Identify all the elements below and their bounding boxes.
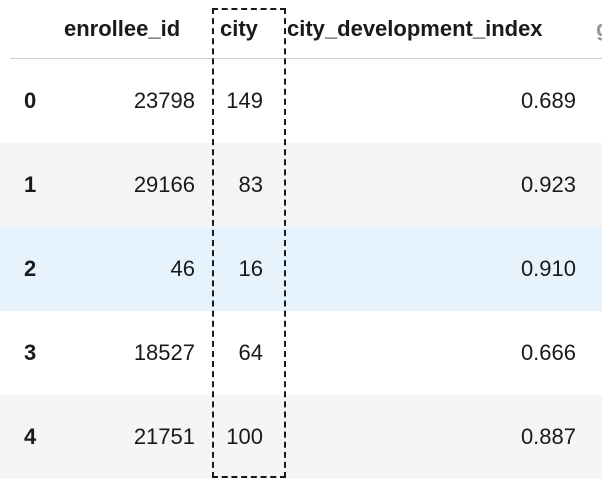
cell-enrollee-id: 21751 <box>133 424 195 449</box>
cell-city-development-index: 0.887 <box>520 424 576 449</box>
cell-city: 149 <box>226 88 263 113</box>
cell-enrollee-id: 18527 <box>133 340 195 365</box>
cell-enrollee-id: 23798 <box>133 88 195 113</box>
cell-city: 100 <box>226 424 263 449</box>
row-index: 4 <box>24 424 37 449</box>
row-index: 3 <box>24 340 37 365</box>
cell-city-development-index: 0.923 <box>520 172 576 197</box>
table-row[interactable]: 3 18527 64 0.666 <box>0 311 602 395</box>
cell-city: 16 <box>238 256 263 281</box>
header-divider <box>10 58 602 59</box>
cell-city: 83 <box>238 172 263 197</box>
table-row[interactable]: 0 23798 149 0.689 <box>0 59 602 143</box>
cell-city-development-index: 0.689 <box>520 88 576 113</box>
cell-city: 64 <box>238 340 263 365</box>
row-index: 2 <box>24 256 37 281</box>
column-header-city-development-index[interactable]: city_development_index <box>287 16 543 41</box>
table-header: enrollee_id city city_development_index … <box>0 0 602 58</box>
row-index: 0 <box>24 88 37 113</box>
cell-city-development-index: 0.666 <box>520 340 576 365</box>
table-row[interactable]: 1 29166 83 0.923 <box>0 143 602 227</box>
table-row-hovered[interactable]: 2 46 16 0.910 <box>0 227 602 311</box>
cell-enrollee-id: 46 <box>170 256 195 281</box>
cell-city-development-index: 0.910 <box>520 256 576 281</box>
cell-enrollee-id: 29166 <box>133 172 195 197</box>
column-header-enrollee-id[interactable]: enrollee_id <box>64 16 181 41</box>
row-index: 1 <box>24 172 37 197</box>
column-header-truncated[interactable]: g <box>596 15 602 43</box>
column-header-city[interactable]: city <box>220 16 258 41</box>
table-row[interactable]: 4 21751 100 0.887 <box>0 395 602 479</box>
